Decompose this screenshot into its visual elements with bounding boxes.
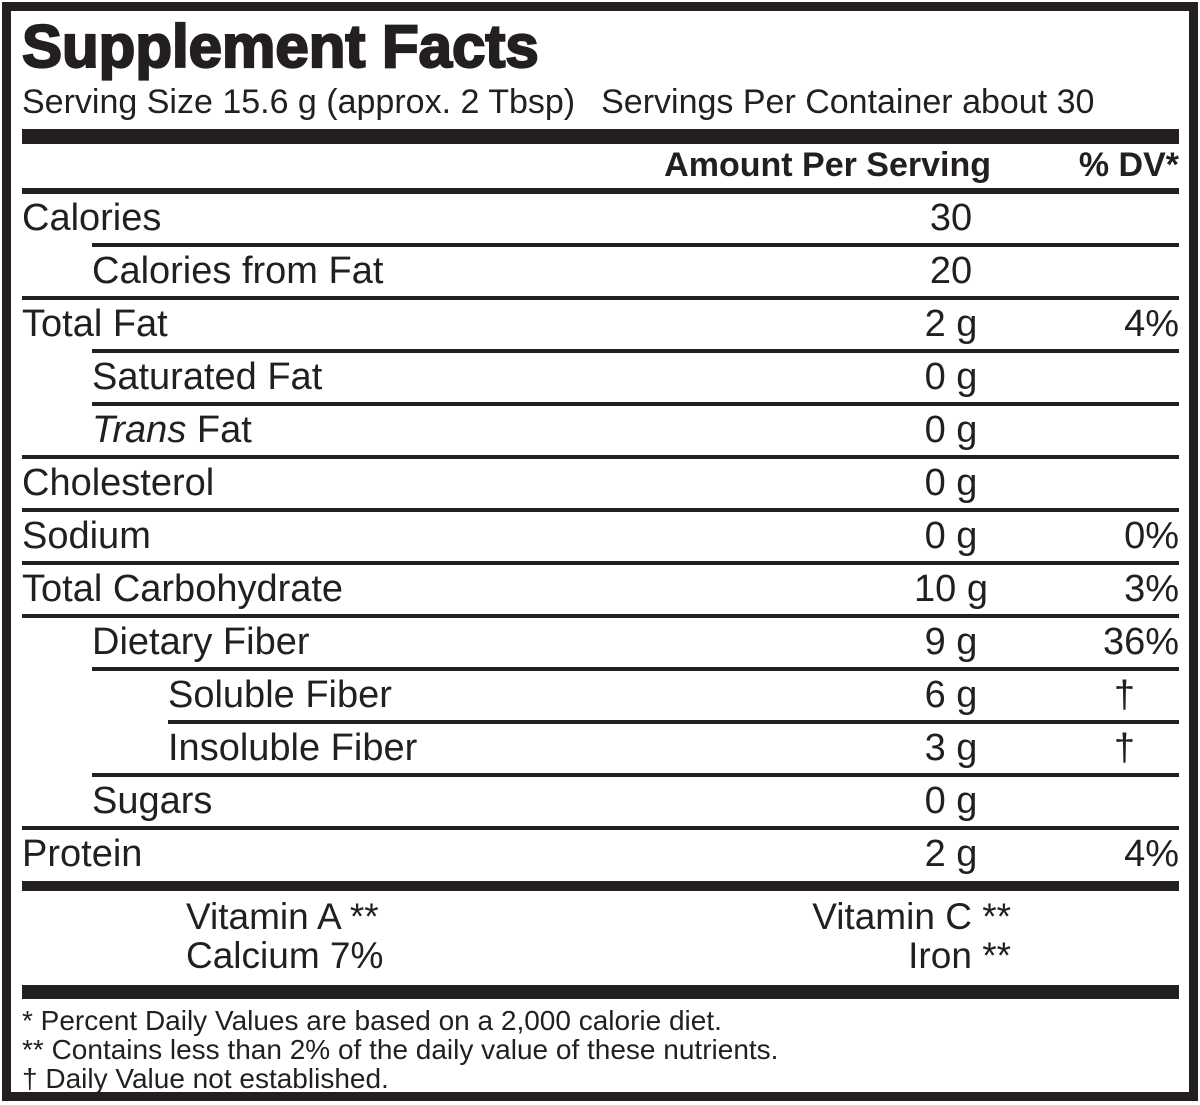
nutrient-amount: 9 g [924,621,978,663]
footnote-dv-not-established: † Daily Value not established. [22,1063,389,1094]
nutrient-amount: 0 g [924,356,978,398]
footnote-less-than-2pct: ** Contains less than 2% of the daily va… [22,1034,779,1065]
nutrient-percent-dv: 4% [1124,303,1179,345]
row-divider [92,349,1179,353]
row-divider [22,508,1179,512]
nutrient-row: Insoluble Fiber 3 g † [22,724,1179,773]
nutrient-amount: 2 g [924,303,978,345]
row-divider [92,402,1179,406]
serving-info: Serving Size 15.6 g (approx. 2 Tbsp) Ser… [22,83,1179,121]
nutrient-name-cell: Saturated Fat [22,356,851,399]
column-header-row: Amount Per Serving % DV* [22,144,1179,194]
separator-bar-top [22,129,1179,144]
nutrient-name-cell: Calories [22,197,851,240]
nutrient-name-cell: Soluble Fiber [22,674,851,717]
row-divider [22,296,1179,300]
serving-size: Serving Size 15.6 g (approx. 2 Tbsp) [22,83,576,121]
nutrient-name: Sugars [92,780,213,822]
nutrient-amount: 20 [929,250,973,292]
nutrient-name: Total Carbohydrate [22,568,344,610]
nutrient-name: Cholesterol [22,462,215,504]
nutrient-name-cell: Total Carbohydrate [22,568,851,611]
nutrient-name-italic: Trans [92,409,187,451]
micronutrient-left: Calcium 7% [186,935,384,976]
micronutrient-section: Vitamin A ** Vitamin C ** Calcium 7% Iro… [22,891,1179,985]
nutrient-amount: 2 g [924,833,978,875]
row-divider [22,614,1179,618]
row-divider [22,826,1179,830]
nutrient-row: Calories from Fat 20 [22,247,1179,296]
nutrient-percent-dv: † [1113,674,1135,716]
nutrient-amount: 10 g [914,568,988,610]
nutrient-name-cell: Protein [22,833,851,876]
nutrient-row: Sugars 0 g [22,777,1179,826]
micronutrient-right: Vitamin C ** [812,896,1011,937]
nutrient-amount: 0 g [924,409,978,451]
footnotes: * Percent Daily Values are based on a 2,… [22,999,1179,1094]
nutrient-amount: 6 g [924,674,978,716]
nutrient-row: Cholesterol 0 g [22,459,1179,508]
nutrient-amount: 0 g [924,515,978,557]
nutrient-row: Total Carbohydrate 10 g 3% [22,565,1179,614]
amount-per-serving-header: Amount Per Serving [664,146,991,184]
nutrient-amount: 30 [929,197,973,239]
row-divider [22,455,1179,459]
nutrient-name: Saturated Fat [92,356,323,398]
nutrient-name: Fat [186,409,252,451]
nutrient-amount: 0 g [924,780,978,822]
nutrient-percent-dv: 0% [1124,515,1179,557]
nutrient-row: Trans Fat 0 g [22,406,1179,455]
nutrient-name: Calories [22,197,162,239]
row-divider [92,773,1179,777]
nutrient-name-cell: Insoluble Fiber [22,727,851,770]
nutrient-name-cell: Calories from Fat [22,250,851,293]
nutrient-row: Dietary Fiber 9 g 36% [22,618,1179,667]
nutrient-name: Insoluble Fiber [168,727,418,769]
row-divider [92,243,1179,247]
nutrient-name-cell: Sugars [22,780,851,823]
nutrient-name: Total Fat [22,303,168,345]
separator-bar-bottom [22,985,1179,999]
nutrient-rows: Calories 30 Calories from Fat 20 Total F… [22,194,1179,879]
nutrient-row: Total Fat 2 g 4% [22,300,1179,349]
micronutrient-right: Iron ** [908,935,1011,976]
percent-dv-header: % DV* [1078,146,1179,184]
nutrient-row: Sodium 0 g 0% [22,512,1179,561]
servings-per-container: Servings Per Container about 30 [601,83,1095,121]
nutrient-name-cell: Sodium [22,515,851,558]
nutrient-row: Saturated Fat 0 g [22,353,1179,402]
nutrient-name: Calories from Fat [92,250,384,292]
nutrient-percent-dv: 3% [1124,568,1179,610]
nutrient-name: Dietary Fiber [92,621,310,663]
nutrient-percent-dv: 4% [1124,833,1179,875]
row-divider [92,667,1179,671]
nutrient-percent-dv: 36% [1102,621,1179,663]
nutrient-row: Soluble Fiber 6 g † [22,671,1179,720]
nutrient-name-cell: Trans Fat [22,409,851,452]
micronutrient-row: Calcium 7% Iron ** [22,936,1179,975]
nutrient-row: Calories 30 [22,194,1179,243]
nutrient-name: Soluble Fiber [168,674,392,716]
nutrient-amount: 0 g [924,462,978,504]
nutrient-percent-dv: † [1113,727,1135,769]
micronutrient-left: Vitamin A ** [186,896,379,937]
separator-bar-mid [22,881,1179,891]
nutrient-name-cell: Total Fat [22,303,851,346]
nutrient-name-cell: Dietary Fiber [22,621,851,664]
nutrient-name: Sodium [22,515,151,557]
nutrient-name-cell: Cholesterol [22,462,851,505]
nutrient-name: Protein [22,833,143,875]
label-title: Supplement Facts [21,13,540,80]
row-divider [168,720,1179,724]
nutrient-row: Protein 2 g 4% [22,830,1179,879]
micronutrient-row: Vitamin A ** Vitamin C ** [22,897,1179,936]
row-divider [22,561,1179,565]
nutrient-amount: 3 g [924,727,978,769]
footnote-daily-values: * Percent Daily Values are based on a 2,… [22,1005,722,1036]
